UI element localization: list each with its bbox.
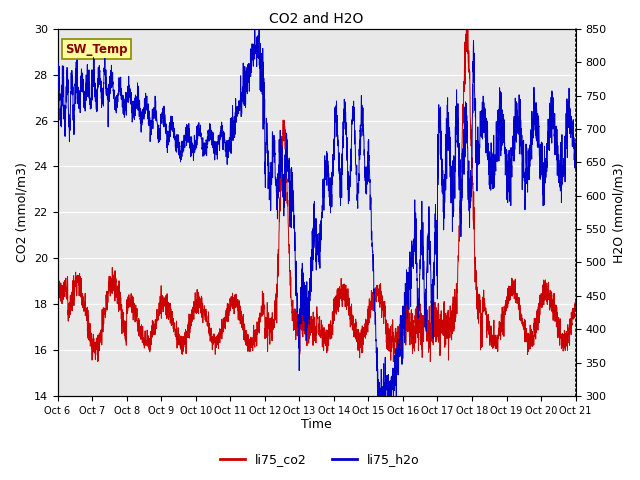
Y-axis label: CO2 (mmol/m3): CO2 (mmol/m3) (15, 162, 28, 262)
Title: CO2 and H2O: CO2 and H2O (269, 12, 364, 26)
Text: SW_Temp: SW_Temp (65, 43, 128, 56)
Legend: li75_co2, li75_h2o: li75_co2, li75_h2o (215, 448, 425, 471)
X-axis label: Time: Time (301, 419, 332, 432)
Y-axis label: H2O (mmol/m3): H2O (mmol/m3) (612, 162, 625, 263)
